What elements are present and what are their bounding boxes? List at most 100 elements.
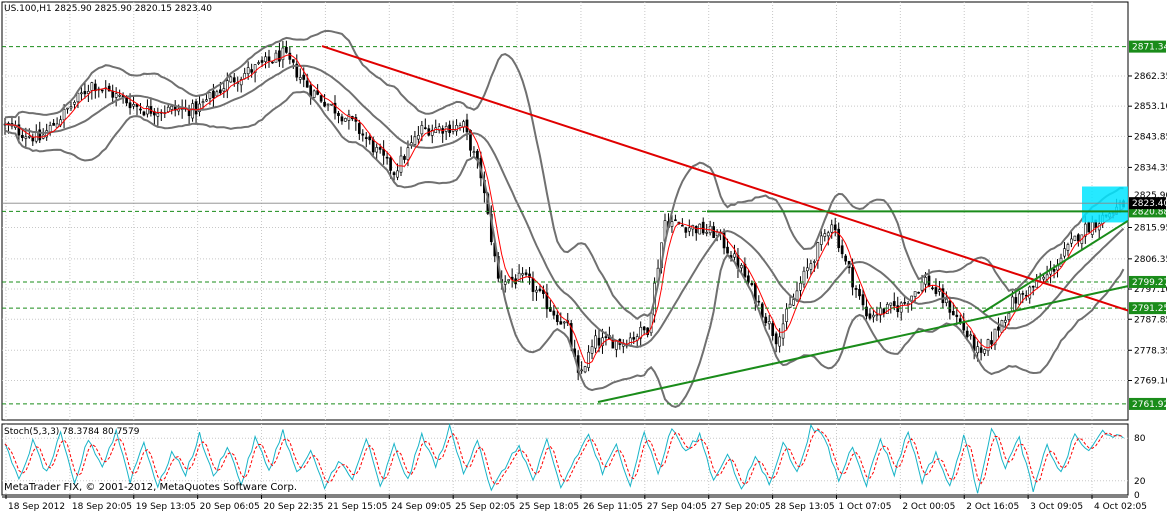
candle-body (684, 227, 688, 233)
candle-body (990, 340, 993, 345)
candle-body (583, 366, 587, 373)
candle-body (62, 108, 66, 121)
candle-body (851, 267, 854, 288)
x-tick-label: 2 Oct 16:05 (966, 502, 1019, 512)
candle-body (142, 111, 146, 116)
candle-body (403, 156, 406, 160)
stoch-tick-label: 80 (1134, 434, 1146, 444)
candle-body (274, 52, 278, 63)
candle-body (1017, 293, 1021, 305)
y-tick-label: 2853.10 (1134, 102, 1167, 112)
level-price-tag (1129, 275, 1166, 288)
candle-body (594, 335, 597, 349)
candle-body (917, 291, 920, 294)
y-tick-label: 2787.85 (1134, 315, 1167, 325)
candle-body (861, 294, 865, 306)
candle-body (642, 326, 646, 331)
candle-body (628, 337, 632, 346)
x-tick-label: 20 Sep 06:05 (200, 502, 260, 512)
candle-body (389, 157, 392, 171)
bollinger-lower (4, 90, 1125, 408)
price-highlight-box (1082, 186, 1128, 223)
candle-body (962, 321, 966, 331)
candle-body (333, 102, 337, 114)
candle-body (1021, 293, 1025, 295)
candle-body (326, 103, 330, 106)
y-tick-label: 2815.95 (1134, 223, 1167, 233)
candle-body (45, 130, 49, 138)
candle-body (291, 59, 295, 63)
candle-body (562, 321, 566, 324)
candle-body (802, 270, 806, 285)
candle-body (559, 321, 563, 325)
candle-body (201, 101, 205, 103)
x-tick-label: 18 Sep 20:05 (72, 502, 132, 512)
candle-body (816, 242, 820, 262)
candle-body (302, 74, 306, 80)
candle-body (750, 283, 754, 286)
candle-body (542, 289, 545, 295)
candle-body (76, 92, 80, 103)
x-tick-label: 3 Oct 09:05 (1030, 502, 1083, 512)
candle-body (830, 224, 834, 233)
candle-body (813, 261, 816, 263)
candle-body (125, 97, 128, 104)
candle-body (854, 288, 858, 290)
moving-average (4, 54, 1124, 365)
candle-body (997, 326, 1000, 331)
candle-body (986, 339, 990, 352)
candle-body (535, 289, 538, 293)
candle-body (941, 288, 945, 304)
candle-body (896, 305, 900, 313)
stoch-tick-label: 20 (1134, 477, 1146, 487)
candle-body (1004, 319, 1007, 323)
candle-body (615, 340, 618, 350)
y-tick-label: 2769.10 (1134, 376, 1167, 386)
candle-body (1083, 223, 1087, 237)
x-tick-label: 25 Sep 02:05 (455, 502, 515, 512)
level-price-tag (1129, 40, 1166, 53)
candle-body (69, 106, 73, 109)
candle-body (396, 170, 399, 178)
candle-body (298, 77, 302, 80)
y-tick-label: 2862.35 (1134, 72, 1167, 82)
candle-body (264, 56, 267, 62)
candle-body (212, 90, 215, 99)
candle-body (951, 311, 955, 316)
candle-body (639, 326, 643, 339)
candle-body (1063, 248, 1066, 257)
candle-body (423, 127, 427, 129)
candle-body (472, 151, 476, 154)
candle-body (392, 172, 396, 176)
candle-body (222, 88, 226, 92)
current-price-label: 2823.40 (1132, 199, 1167, 209)
level-price-label: 2871.34 (1132, 43, 1167, 53)
candle-body (767, 321, 771, 325)
candle-body (788, 303, 792, 308)
candle-body (229, 76, 233, 83)
candle-body (1028, 286, 1032, 299)
candle-body (920, 281, 924, 291)
candle-body (538, 288, 542, 292)
candle-body (701, 221, 705, 234)
level-price-label: 2799.27 (1132, 278, 1167, 288)
x-tick-label: 26 Sep 11:05 (583, 502, 643, 512)
candle-body (1090, 221, 1094, 235)
candle-body (712, 226, 715, 238)
stoch-header: Stoch(5,3,3) 78.3784 80.7579 (4, 427, 140, 437)
candle-body (826, 232, 830, 237)
candle-body (66, 107, 69, 110)
candle-body (27, 135, 31, 138)
candle-body (462, 121, 465, 128)
x-tick-label: 19 Sep 13:05 (136, 502, 196, 512)
candle-body (774, 333, 778, 345)
candle-body (406, 147, 410, 160)
candle-body (1014, 297, 1018, 304)
candle-body (368, 136, 372, 141)
candle-body (139, 108, 142, 111)
candle-body (271, 61, 274, 64)
current-price-tag (1129, 197, 1166, 210)
candle-body (969, 334, 973, 337)
candle-body (361, 133, 365, 136)
